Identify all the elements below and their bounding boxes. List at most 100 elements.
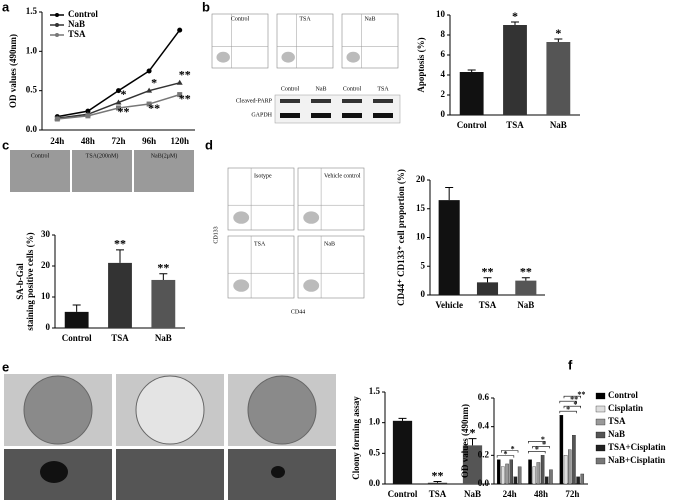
bar (559, 415, 564, 485)
bar (501, 466, 505, 485)
x-tick-label: 72h (111, 136, 125, 146)
significance: ** (179, 68, 191, 82)
panel-letter: c (2, 137, 9, 152)
point (146, 87, 153, 93)
point (116, 105, 121, 111)
legend-label: Cisplatin (608, 403, 643, 413)
y-tick-label: 0 (46, 322, 51, 332)
y-tick-label: 0.5 (26, 85, 38, 95)
significance: * (541, 435, 545, 444)
image-label: TSA (299, 16, 311, 22)
cell-cloud (216, 51, 230, 63)
error-bar (433, 481, 442, 483)
blot-band (280, 113, 300, 118)
significance: * (503, 449, 507, 458)
y-tick-label: 0.6 (478, 392, 490, 402)
x-tick-label: Control (388, 489, 418, 499)
point (85, 108, 91, 114)
image-label: TSA (254, 241, 266, 247)
bracket (528, 451, 546, 454)
bar (572, 435, 576, 485)
x-tick-label: 48h (534, 489, 548, 499)
y-tick-label: 0.2 (478, 449, 490, 459)
y-tick-label: 0 (421, 289, 426, 299)
significance: ** (148, 101, 160, 115)
legend-marker (55, 23, 59, 27)
cell-cloud (303, 279, 320, 292)
significance: * (573, 400, 577, 409)
bar (151, 279, 176, 328)
significance: ** (570, 395, 578, 404)
panel-letter: f (568, 357, 573, 372)
legend-label: Control (608, 390, 638, 400)
significance: * (566, 405, 570, 414)
dish (135, 375, 205, 445)
bar (64, 311, 89, 328)
significance: * (511, 444, 515, 453)
legend-marker (55, 33, 59, 37)
bar (536, 462, 541, 485)
cell-cloud (233, 211, 250, 224)
x-tick-label: NaB (155, 333, 172, 343)
cell-cloud (281, 51, 295, 63)
bracket (496, 455, 515, 458)
point (85, 113, 91, 119)
legend-label: TSA (608, 416, 626, 426)
bracket (563, 405, 581, 409)
x-tick-label: Vehicle (435, 300, 463, 310)
y-axis-label: Cloony forming assay (351, 396, 361, 480)
bar (505, 463, 509, 485)
error-bar (398, 417, 407, 421)
y-tick-label: 1.0 (26, 45, 38, 55)
x-tick-label: Control (457, 120, 487, 130)
panel-letter: a (2, 0, 10, 14)
error-bar (72, 304, 81, 312)
significance: ** (179, 91, 191, 105)
image-label: Control (231, 16, 250, 22)
blot-band (311, 113, 331, 118)
y-tick-label: 10 (436, 9, 446, 19)
bar (540, 455, 545, 485)
colony (40, 461, 68, 483)
y-tick-label: 0.0 (369, 478, 381, 488)
image-label: NaB (324, 241, 335, 247)
micrograph (10, 150, 70, 192)
bar (545, 476, 549, 485)
x-tick-label: Control (62, 333, 92, 343)
significance: * (542, 440, 546, 449)
legend-label: NaB (608, 429, 625, 439)
error-bar (554, 38, 563, 42)
y-tick-label: 0 (441, 109, 446, 119)
error-bar (445, 186, 454, 201)
error-bar (511, 21, 519, 25)
bar (568, 449, 572, 485)
bracket (532, 446, 550, 449)
error-bar (116, 249, 124, 263)
point (146, 101, 152, 107)
image-axis-label: CD133 (213, 226, 219, 243)
y-tick-label: 1.5 (26, 6, 38, 16)
significance: * (151, 75, 157, 89)
point (116, 88, 121, 94)
legend-label: NaB+Cisplatin (608, 455, 665, 465)
error-bar (159, 273, 168, 280)
significance: ** (118, 105, 130, 119)
x-tick-label: TSA (479, 300, 497, 310)
blot-band (342, 99, 362, 103)
legend-label: NaB (68, 19, 85, 29)
lane-label: NaB (316, 86, 327, 92)
cell-cloud (233, 279, 250, 292)
legend-label: TSA+Cisplatin (608, 442, 666, 452)
y-axis-label: OD values (490nm) (460, 404, 470, 478)
y-tick-label: 10 (416, 232, 426, 242)
bracket (559, 410, 577, 414)
y-axis-label: SA-b-Gal (15, 263, 25, 300)
y-tick-label: 1.0 (369, 417, 381, 427)
bracket (528, 441, 546, 444)
y-axis-label: staining positive cells (%) (25, 232, 35, 330)
bracket (501, 450, 519, 453)
y-axis-label: Apoptosis (%) (416, 37, 426, 92)
legend-swatch (595, 405, 606, 413)
y-tick-label: 0.0 (478, 478, 490, 488)
legend-label: Control (68, 9, 98, 19)
